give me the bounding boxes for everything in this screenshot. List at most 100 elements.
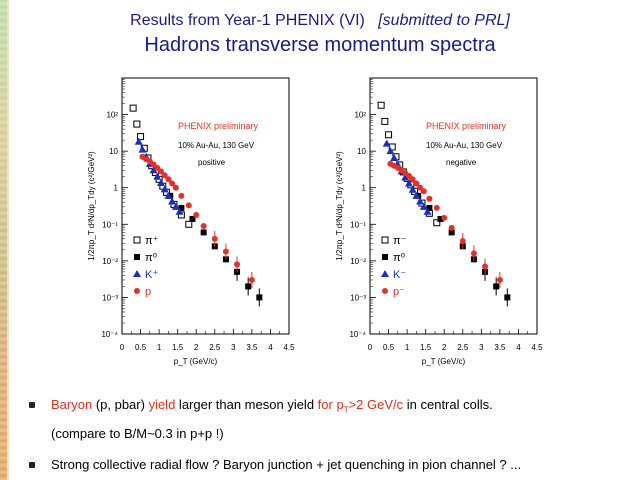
panel-negative-ytick-label: 10: [357, 147, 366, 156]
panel-positive-series-2-point: [156, 178, 165, 186]
panel-negative-legend-marker-3: [382, 288, 388, 294]
panel-positive-series-3-point: [165, 176, 172, 183]
panel-negative-xtick-label: 3.5: [494, 343, 506, 352]
panel-positive-series-3-point: [157, 168, 164, 175]
panel-positive-series-1-point: [178, 204, 185, 211]
bullet1-larger: larger than meson yield: [175, 397, 318, 412]
panel-negative-series-3-point: [482, 263, 489, 270]
panel-negative-series-3-point: [470, 250, 477, 257]
panel-positive-series-3-point: [234, 261, 241, 268]
panel-negative-series-0-point: [377, 101, 385, 109]
panel-positive-ytick-label: 10⁻⁴: [101, 330, 118, 339]
panel-negative-series-3-point: [441, 214, 448, 221]
panel-positive-xtick-label: 3: [231, 343, 236, 352]
panel-positive-legend-marker-2: [133, 270, 141, 277]
panel-positive-condition-label: 10% Au-Au, 130 GeV: [178, 141, 255, 150]
panel-negative-legend-marker-0: [381, 236, 389, 244]
panel-negative-xtick-label: 2.5: [457, 343, 469, 352]
panel-positive-series-0-point: [129, 104, 137, 112]
panel-positive-legend-label-3: p: [145, 286, 151, 298]
panel-positive-xtick-label: 0: [120, 343, 125, 352]
panel-negative-series-0-point: [433, 219, 441, 227]
panel-negative-xlabel: p_T (GeV/c): [422, 357, 466, 366]
panel-positive-series-3-point: [154, 164, 161, 171]
panel-negative-series-3-point: [496, 276, 503, 283]
panel-positive-series-1-point: [245, 283, 252, 290]
panel-positive-series-2-point: [153, 172, 162, 180]
panel-positive-ytick-label: 10²: [106, 111, 118, 120]
panel-negative-xtick-label: 0.5: [383, 343, 395, 352]
panel-positive-ytick-label: 1: [114, 184, 119, 193]
panel-negative-series-1-point: [437, 215, 444, 222]
slide-title-line2: Hadrons transverse momentum spectra: [144, 34, 496, 56]
bullet-1-marker: [29, 402, 35, 408]
panel-positive-series-1-point: [189, 215, 196, 222]
panel-positive-legend-marker-3: [134, 288, 140, 294]
panel-positive-series-2-point: [160, 185, 169, 193]
panel-negative-ytick-label: 1: [362, 184, 367, 193]
panel-positive-series-3-point: [200, 222, 207, 229]
panel-negative-legend-label-2: K⁻: [393, 269, 406, 281]
panel-positive-series-3-point: [161, 172, 168, 179]
title-main-text: Results from Year-1 PHENIX (VI): [130, 12, 365, 29]
panel-positive-xtick-label: 2: [194, 343, 199, 352]
panel-positive-xtick-label: 2.5: [209, 343, 221, 352]
bullet1-yield: yield: [148, 397, 176, 412]
bullet1-pt-condition: for pT>2 GeV/c: [317, 397, 404, 415]
panel-negative-legend-marker-1: [382, 254, 388, 260]
panel-positive-series-2-point: [134, 137, 143, 145]
panel-positive-legend-marker-0: [133, 236, 141, 244]
panel-negative-series-2-point: [404, 179, 413, 187]
title-submitted-text: [submitted to PRL]: [378, 12, 510, 29]
panel-positive-series-1-point: [200, 229, 207, 236]
panel-negative-legend-label-3: p⁻: [393, 286, 405, 298]
panel-negative-xtick-label: 3: [479, 343, 484, 352]
panel-positive-ylabel: 1/2πp_T d²N/dp_Tdy (c²/GeV²): [87, 151, 96, 261]
panel-negative-xtick-label: 4.5: [531, 343, 543, 352]
panel-negative-series-0-point: [385, 131, 393, 139]
panel-positive-series-2-point: [149, 166, 158, 174]
panel-negative-xtick-label: 2: [442, 343, 447, 352]
panel-negative-ytick-label: 10⁻⁴: [349, 330, 366, 339]
panel-positive-charge-label: positive: [198, 158, 226, 167]
panel-positive-series-2-point: [168, 197, 177, 205]
panel-positive-series-3-point: [185, 202, 192, 209]
panel-positive-series-3-point: [169, 180, 176, 187]
panel-negative-charge-label: negative: [446, 158, 477, 167]
panel-negative-ytick-label: 10⁻¹: [350, 220, 366, 229]
panel-negative-ytick-label: 10⁻³: [350, 293, 366, 302]
panel-positive-ytick-label: 10⁻¹: [102, 220, 118, 229]
panel-positive-xtick-label: 4.5: [283, 343, 295, 352]
panel-positive-series-3-point: [248, 276, 255, 283]
panel-negative-series-3-point: [413, 180, 420, 187]
panel-negative-series-3-point: [409, 176, 416, 183]
panel-negative-xtick-label: 4: [516, 343, 521, 352]
panel-positive-xtick-label: 1.5: [172, 343, 184, 352]
panel-positive-series-1-point: [256, 294, 263, 301]
panel-positive-series-3-point: [172, 184, 179, 191]
panel-positive-legend-label-2: K⁺: [145, 269, 158, 281]
bullet-1-text: Baryon (p, pbar) yield larger than meson…: [51, 397, 493, 415]
panel-negative-xtick-label: 1.5: [420, 343, 432, 352]
panel-negative-legend-label-1: π⁰: [393, 252, 406, 264]
panel-negative-legend-label-0: π⁻: [393, 235, 407, 247]
panel-negative-series-1-point: [493, 283, 500, 290]
panel-positive-series-3-point: [193, 211, 200, 218]
panel-negative-preliminary-label: PHENIX preliminary: [426, 121, 507, 131]
panel-positive-xtick-label: 1: [157, 343, 162, 352]
panel-negative-series-2-point: [416, 197, 425, 205]
panel-positive-xtick-label: 4: [268, 343, 273, 352]
panel-negative-series-2-point: [408, 185, 417, 193]
panel-negative-legend-marker-2: [381, 270, 389, 277]
panel-positive-legend-label-0: π⁺: [145, 235, 159, 247]
bullet1-pbar: (p, pbar): [92, 397, 149, 412]
panel-positive-series-2-point: [138, 145, 147, 153]
bullet1-central: in central colls.: [403, 397, 493, 412]
panel-positive-preliminary-label: PHENIX preliminary: [178, 121, 259, 131]
panel-negative-ylabel: 1/2πp_T d²N/dp_Tdy (c²/GeV²): [335, 151, 344, 261]
panel-negative-series-2-point: [412, 191, 421, 199]
decorative-side-strip: [0, 0, 9, 480]
panel-positive-series-2-point: [175, 207, 184, 215]
spectra-charts: 0 0.5 1 1.5 2 2.5 3 3.5 4 4.5 p_T (GeV/c) 10⁻⁴ 10⁻³ 1…: [87, 77, 543, 366]
panel-negative-series-2-point: [401, 173, 410, 181]
